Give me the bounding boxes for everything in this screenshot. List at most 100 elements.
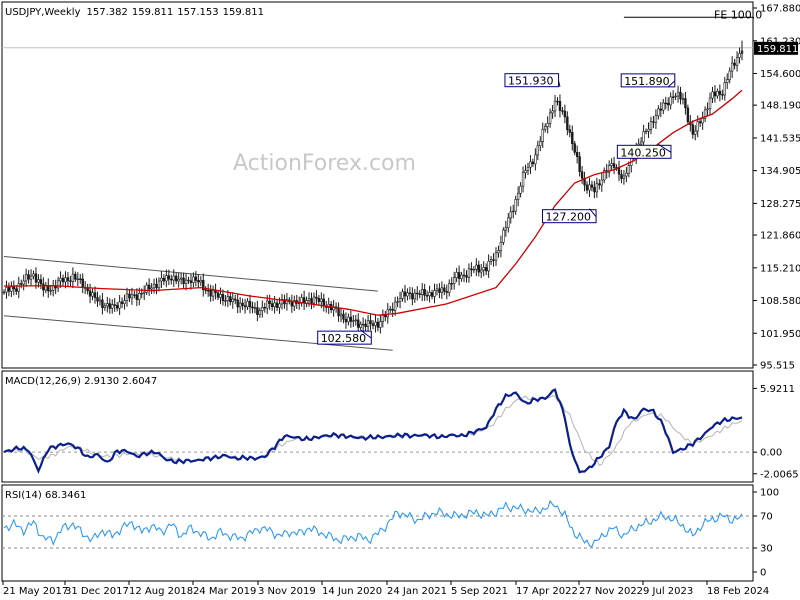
- candle-body: [125, 293, 129, 301]
- candle-body: [600, 179, 603, 186]
- candle-body: [423, 289, 426, 296]
- time-axis-tick-label: 24 Jan 2021: [387, 586, 447, 597]
- candle-body: [669, 96, 672, 106]
- candle-body: [337, 307, 340, 317]
- candle-body: [194, 276, 198, 281]
- candle-body: [128, 293, 131, 299]
- time-axis-tick-label: 14 Jun 2020: [322, 586, 382, 597]
- candle-body: [197, 280, 200, 283]
- candle-body: [512, 210, 515, 213]
- macd-lines: [2, 388, 753, 474]
- rsi-axis-tick-label: 70: [760, 512, 773, 523]
- candle-body: [536, 145, 540, 156]
- candle-body: [285, 299, 289, 305]
- candle-body: [29, 275, 33, 280]
- candle-body: [526, 166, 530, 171]
- candle-body: [642, 131, 645, 143]
- time-axis-tick-label: 31 Dec 2017: [65, 586, 129, 597]
- candle-body: [438, 288, 441, 293]
- rsi-axis-tick-label: 0: [760, 568, 766, 579]
- candle-body: [452, 277, 456, 284]
- price-candles: [2, 40, 744, 335]
- candle-body: [251, 306, 254, 309]
- candle-body: [534, 154, 537, 165]
- last-price-tag-bg: [754, 41, 798, 55]
- candle-body: [440, 287, 444, 293]
- time-axis-tick-label: 18 Feb 2024: [707, 586, 769, 597]
- candle-body: [170, 278, 173, 281]
- time-axis-tick-label: 21 May 2017: [3, 586, 68, 597]
- candle-body: [315, 296, 318, 299]
- candle-body: [111, 304, 114, 309]
- candle-body: [17, 283, 20, 292]
- candle-body: [290, 301, 294, 307]
- rsi-axis-tick-label: 30: [760, 544, 773, 555]
- annotation-label: FE 100.0: [714, 8, 762, 21]
- candle-body: [66, 277, 70, 282]
- candle-body: [381, 315, 385, 322]
- candle-body: [145, 284, 148, 293]
- candle-body: [189, 280, 193, 284]
- candle-body: [430, 292, 434, 297]
- candle-body: [644, 130, 648, 133]
- candle-body: [175, 275, 178, 282]
- rsi-title: RSI(14) 68.3461: [5, 490, 86, 501]
- candle-body: [120, 301, 124, 304]
- candle-body: [209, 290, 212, 297]
- candle-body: [248, 300, 252, 308]
- candle-body: [344, 318, 348, 323]
- macd-axis-tick-label: -2.0065: [760, 469, 799, 480]
- candle-body: [718, 90, 722, 95]
- candle-body: [74, 273, 77, 280]
- candle-body: [588, 184, 591, 191]
- candle-body: [115, 305, 119, 309]
- candle-body: [199, 279, 202, 283]
- price-axis-tick-label: 108.580: [760, 296, 800, 307]
- candle-body: [723, 82, 726, 96]
- candle-body: [566, 116, 569, 130]
- price-annotations: 151.930 151.890 140.250 127.200 102.580 FE 10…: [317, 8, 762, 345]
- price-axis: 167.880 161.230 154.600 148.190 141.535 134.9…: [753, 4, 800, 372]
- annotation-label: 140.250: [620, 146, 666, 159]
- candle-body: [357, 319, 360, 328]
- candle-body: [7, 287, 11, 292]
- candle-body: [543, 126, 547, 130]
- candle-body: [610, 163, 613, 166]
- rsi-axis: 100 70 30 0: [753, 488, 779, 579]
- candle-body: [403, 291, 407, 297]
- candle-body: [130, 294, 134, 299]
- candle-body: [578, 156, 581, 172]
- candle-body: [231, 298, 234, 303]
- candle-body: [494, 252, 498, 261]
- candle-body: [627, 165, 631, 174]
- macd-main-line: [3, 388, 743, 474]
- candle-body: [187, 279, 190, 282]
- candle-body: [253, 307, 257, 309]
- candle-body: [135, 294, 139, 300]
- time-axis-tick-label: 9 Jul 2023: [643, 586, 693, 597]
- candle-body: [71, 273, 75, 282]
- candle-body: [177, 278, 180, 282]
- candle-body: [657, 108, 660, 117]
- candle-body: [519, 185, 522, 194]
- annotation-box: [504, 73, 560, 88]
- candle-body: [521, 172, 525, 187]
- candle-body: [349, 316, 353, 322]
- candle-body: [192, 276, 195, 284]
- candle-body: [5, 287, 8, 293]
- candle-body: [216, 292, 220, 298]
- candle-body: [91, 292, 94, 297]
- candle-body: [317, 297, 321, 302]
- candle-body: [81, 278, 84, 288]
- candle-body: [184, 279, 188, 285]
- candle-body: [34, 273, 38, 283]
- channel-upper-line: [3, 256, 378, 292]
- candle-body: [698, 121, 702, 124]
- candle-body: [721, 94, 724, 96]
- candle-body: [147, 284, 151, 290]
- candle-body: [639, 141, 643, 145]
- candle-body: [691, 124, 695, 135]
- candle-body: [735, 57, 739, 66]
- candle-body: [425, 295, 429, 297]
